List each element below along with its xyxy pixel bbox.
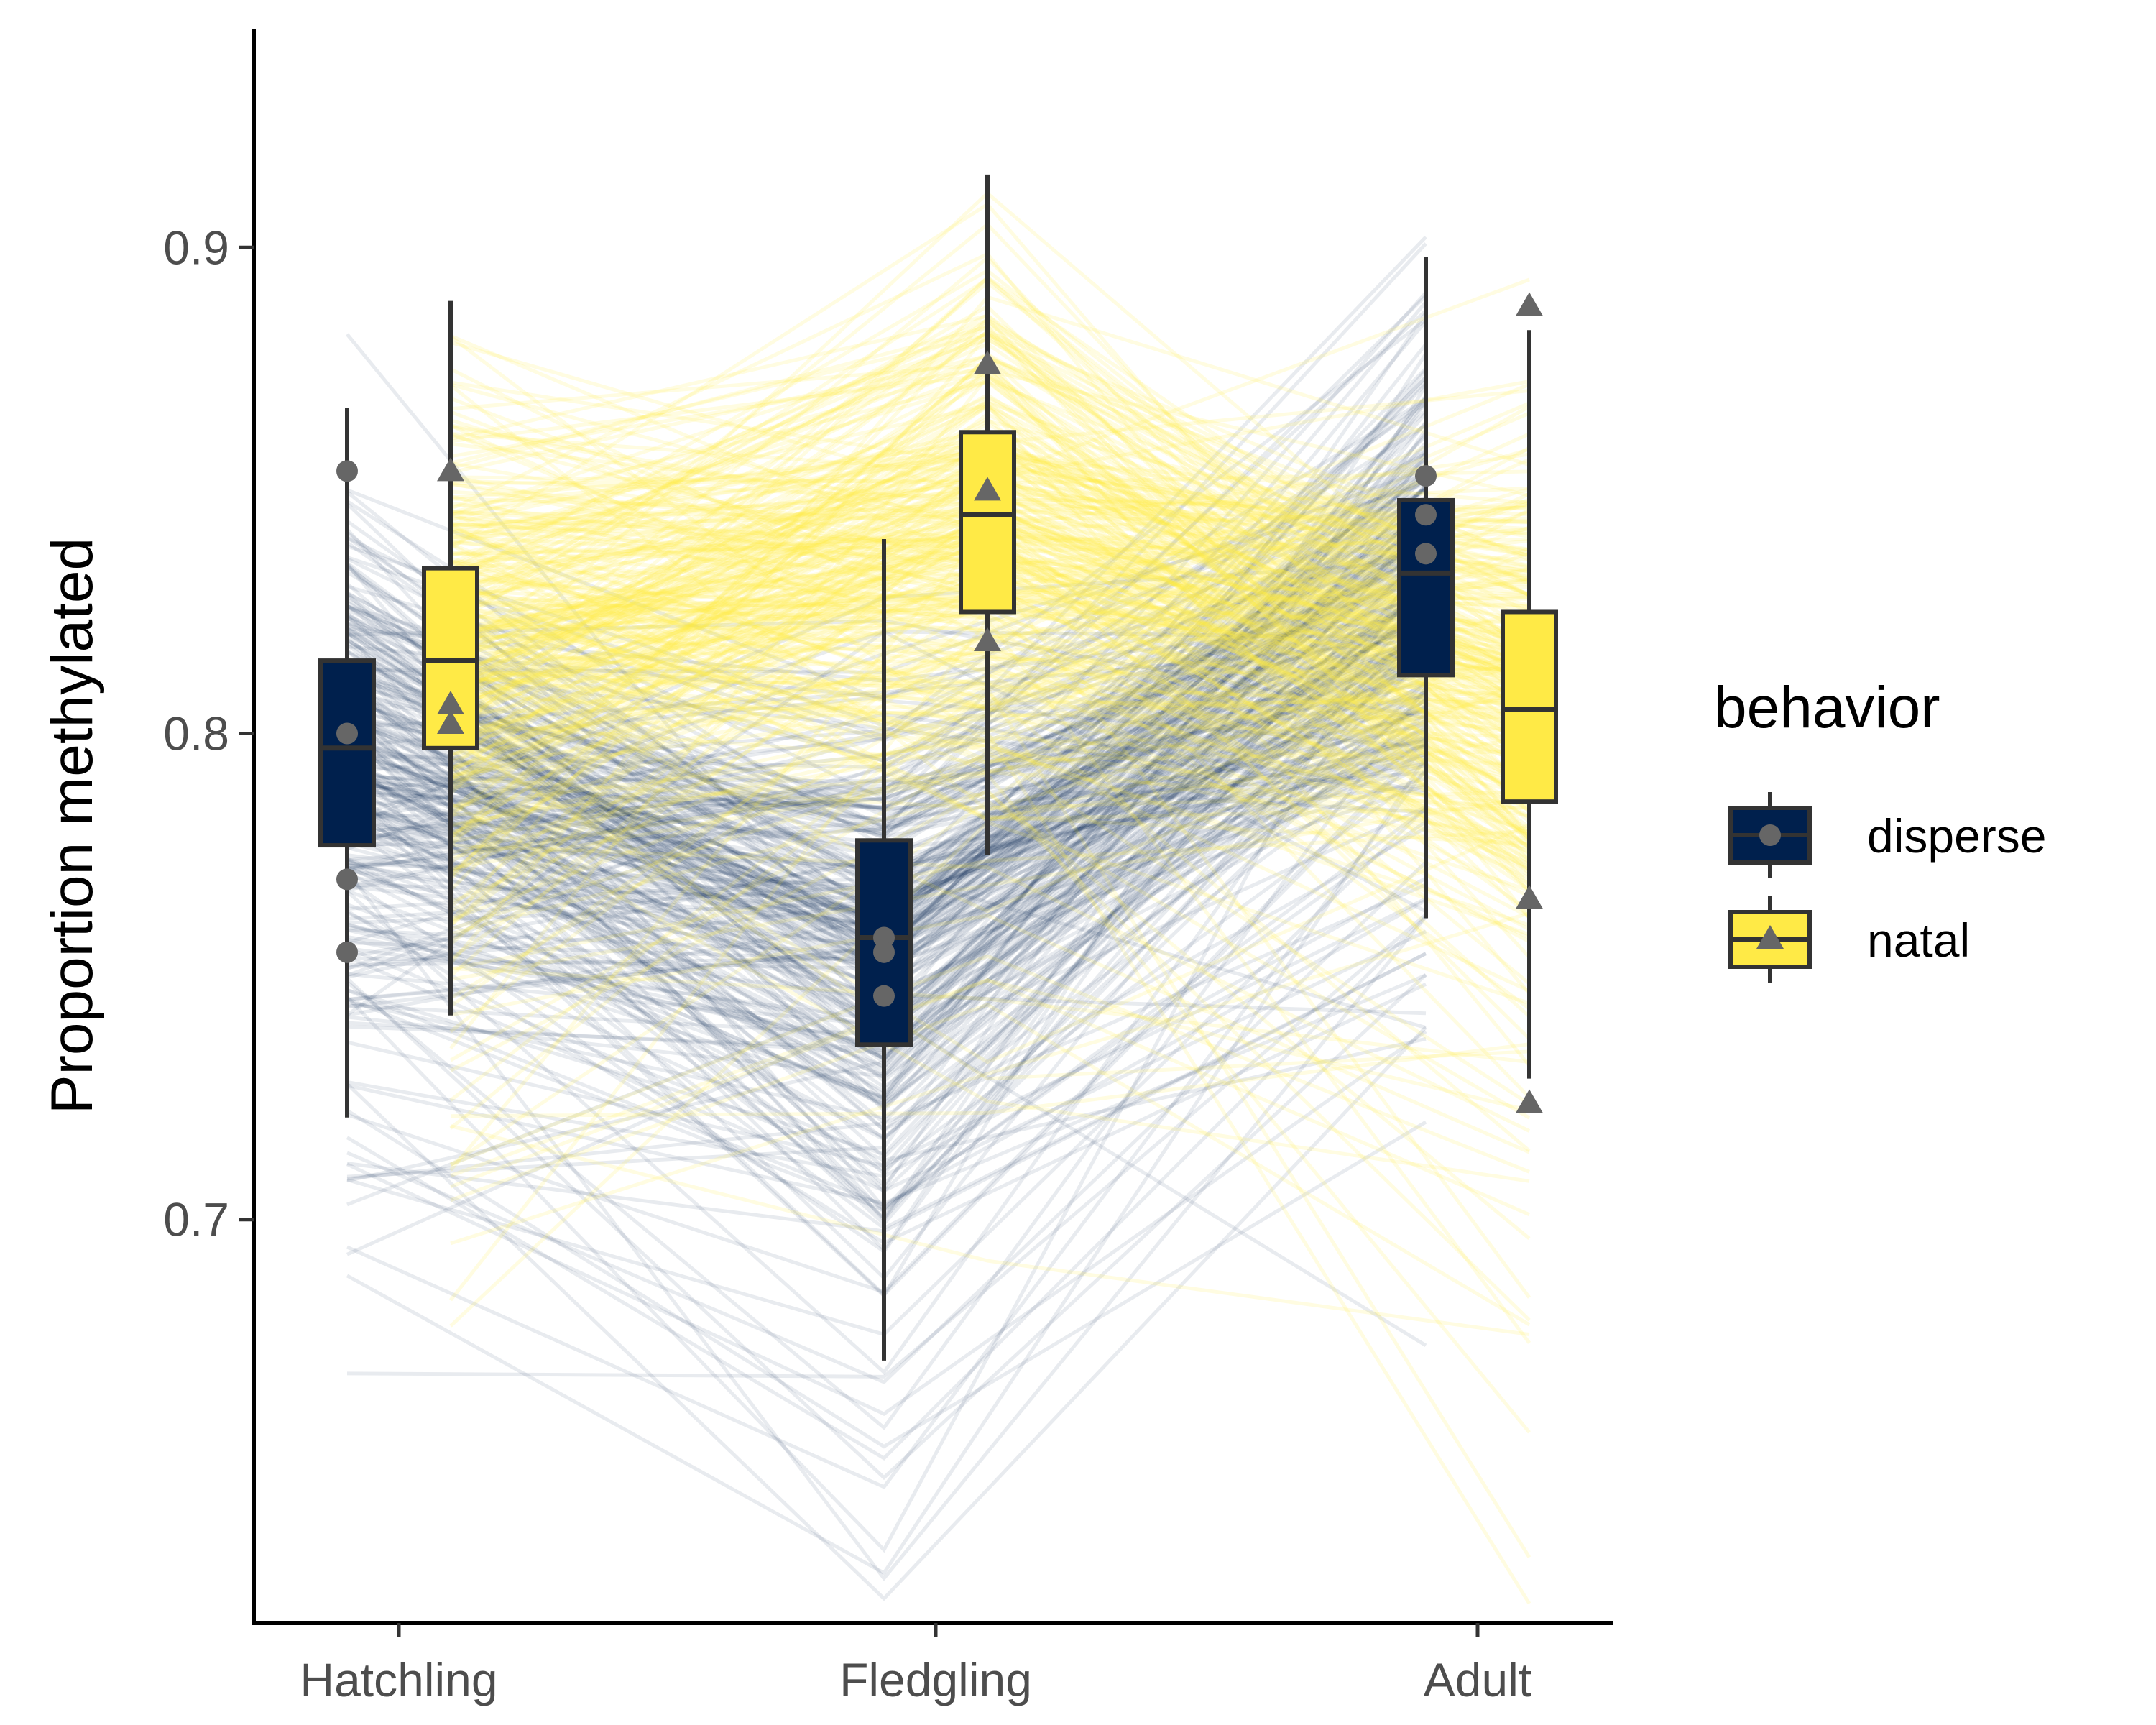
legend: behavior disperse natal: [1714, 675, 2046, 983]
legend-title: behavior: [1714, 675, 1940, 740]
x-tick-label: Adult: [1424, 1653, 1531, 1706]
data-point: [336, 941, 358, 963]
trajectory-line-disperse: [346, 870, 1427, 1582]
trajectory-line-natal: [450, 911, 1530, 1246]
x-tick-label: Fledgling: [839, 1653, 1032, 1706]
box-disperse-fledgling: [855, 539, 913, 1361]
axes: 0.7 0.8 0.9 Hatchling Fledgling Adult Proporti…: [40, 29, 1613, 1706]
trajectory-line-natal: [450, 954, 1530, 1174]
data-point: [974, 627, 1001, 652]
trajectory-line-natal: [450, 914, 1531, 1154]
data-point: [974, 477, 1001, 501]
trajectory-line-disperse: [346, 915, 1427, 1460]
trajectory-line-natal: [450, 1124, 1530, 1337]
trajectory-line-natal: [450, 1002, 1531, 1327]
x-tick-label: Hatchling: [300, 1653, 497, 1706]
data-point: [437, 709, 464, 734]
y-axis-title: Proportion methylated: [40, 538, 105, 1114]
data-point: [873, 985, 895, 1007]
data-point: [336, 868, 358, 891]
box-body: [318, 658, 376, 848]
legend-key-natal: [1728, 896, 1812, 983]
box-body: [1397, 497, 1455, 678]
data-point: [1516, 292, 1543, 316]
trajectory-line-disperse: [346, 756, 1428, 1576]
trajectory-line-natal: [449, 801, 1530, 1183]
y-tick-label: 0.8: [163, 707, 229, 760]
trajectory-line-disperse: [346, 542, 1428, 1553]
box-natal-fledgling: [959, 174, 1016, 855]
legend-key-disperse: [1728, 792, 1812, 878]
boxplots: [318, 174, 1558, 1361]
data-point: [336, 722, 358, 745]
trajectory-line-natal: [450, 796, 1530, 982]
trajectory-line-disperse: [346, 973, 1427, 1481]
trajectory-line-disperse: [346, 860, 1427, 1384]
y-tick-label: 0.7: [163, 1193, 229, 1246]
trajectory-line-natal: [449, 661, 1530, 914]
data-point: [437, 457, 464, 482]
data-point: [974, 350, 1001, 374]
data-point: [1516, 885, 1543, 909]
box-body: [959, 430, 1016, 615]
box-disperse-adult: [1397, 257, 1455, 919]
data-point: [1415, 465, 1437, 487]
trajectory-line-disperse: [346, 1108, 1427, 1449]
trajectory-line-natal: [450, 978, 1530, 1189]
box-natal-hatchling: [422, 300, 479, 1016]
data-point: [1516, 1089, 1543, 1113]
data-point: [336, 460, 358, 482]
trajectory-line-natal: [450, 1042, 1530, 1118]
trajectory-line-natal: [450, 978, 1530, 1217]
data-point: [873, 941, 895, 963]
legend-label-disperse: disperse: [1867, 809, 2046, 862]
trajectory-line-disperse: [346, 913, 1427, 1379]
trajectory-line-disperse: [346, 686, 1428, 1430]
trajectory-line-natal: [450, 966, 1530, 1064]
trajectory-line-disperse: [346, 1026, 1427, 1601]
box-natal-adult: [1501, 292, 1558, 1113]
trajectory-line-natal: [449, 737, 1530, 1081]
legend-label-natal: natal: [1867, 914, 1970, 967]
data-point: [437, 690, 464, 714]
legend-key-marker: [1756, 925, 1784, 949]
data-point: [1415, 504, 1437, 526]
trajectory-line-natal: [449, 737, 1531, 1064]
trajectory-line-natal: [450, 843, 1531, 1133]
data-point: [1415, 543, 1437, 565]
trajectory-line-disperse: [346, 768, 1427, 1489]
box-disperse-hatchling: [318, 408, 376, 1118]
y-tick-label: 0.9: [163, 221, 229, 274]
trajectory-line-disperse: [346, 616, 1428, 1375]
trajectory-line-disperse: [346, 1029, 1427, 1417]
legend-key-marker: [1759, 824, 1781, 846]
trajectory-line-natal: [450, 829, 1530, 971]
